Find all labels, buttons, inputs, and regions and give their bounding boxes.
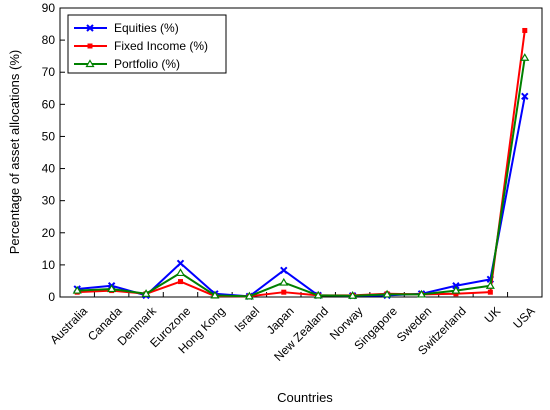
y-axis-title: Percentage of asset allocations (%)	[7, 50, 22, 255]
point-portfolio-australia	[72, 285, 82, 294]
y-tick-label: 20	[42, 226, 56, 240]
legend-label-equities: Equities (%)	[114, 21, 179, 35]
y-tick-label: 60	[42, 97, 56, 111]
point-portfolio-hong-kong	[210, 290, 220, 299]
series-portfolio	[72, 53, 530, 300]
y-tick-label: 40	[42, 162, 56, 176]
legend-item-portfolio: Portfolio (%)	[74, 57, 180, 71]
point-portfolio-sweden	[416, 289, 427, 298]
point-fixed-income-switzerland	[453, 291, 459, 297]
y-tick-label: 0	[48, 290, 55, 304]
legend-marker-fixed-income	[87, 43, 93, 49]
x-tick-label-israel: Israel	[232, 304, 263, 335]
point-fixed-income-japan	[281, 289, 287, 295]
legend-item-fixed-income: Fixed Income (%)	[74, 39, 208, 53]
legend-label-fixed-income: Fixed Income (%)	[114, 39, 208, 53]
legend: Equities (%) Fixed Income (%) Portfolio …	[67, 14, 227, 74]
point-portfolio-eurozone	[175, 268, 186, 277]
point-equities-usa	[521, 92, 529, 101]
y-axis: 0 10 20 30 40 50 60 70 80 90	[42, 1, 65, 304]
series-line-fixed-income	[77, 30, 526, 298]
point-portfolio-japan	[279, 277, 289, 286]
point-portfolio-new-zealand	[313, 290, 323, 299]
point-fixed-income-eurozone	[178, 279, 183, 285]
x-tick-label-usa: USA	[510, 304, 537, 331]
point-fixed-income-uk	[487, 289, 493, 295]
point-portfolio-switzerland	[451, 285, 461, 294]
point-portfolio-canada	[107, 284, 117, 293]
legend-marker-equities	[86, 24, 94, 32]
point-equities-switzerland	[452, 282, 460, 290]
point-portfolio-singapore	[382, 289, 392, 298]
x-tick-label-japan: Japan	[264, 304, 297, 337]
point-portfolio-denmark	[141, 289, 151, 297]
legend-label-portfolio: Portfolio (%)	[114, 57, 180, 71]
point-fixed-income-usa	[522, 27, 528, 33]
point-portfolio-uk	[485, 281, 495, 289]
point-equities-eurozone	[176, 259, 185, 267]
point-portfolio-norway	[348, 291, 358, 299]
y-tick-label: 50	[42, 129, 56, 143]
y-tick-label: 80	[42, 33, 56, 47]
point-portfolio-usa	[520, 53, 530, 61]
series-line-portfolio	[77, 57, 526, 298]
x-tick-label-australia: Australia	[47, 304, 90, 347]
y-tick-label: 30	[42, 194, 56, 208]
point-equities-japan	[280, 266, 288, 275]
x-axis-title: Countries	[277, 390, 333, 405]
legend-marker-portfolio	[85, 59, 95, 68]
point-portfolio-israel	[244, 291, 254, 300]
y-tick-label: 90	[42, 1, 56, 15]
legend-item-equities: Equities (%)	[74, 21, 179, 35]
series-layer	[72, 27, 530, 301]
y-tick-label: 70	[42, 65, 56, 79]
x-tick-label-uk: UK	[482, 304, 504, 326]
y-tick-label: 10	[42, 258, 56, 272]
